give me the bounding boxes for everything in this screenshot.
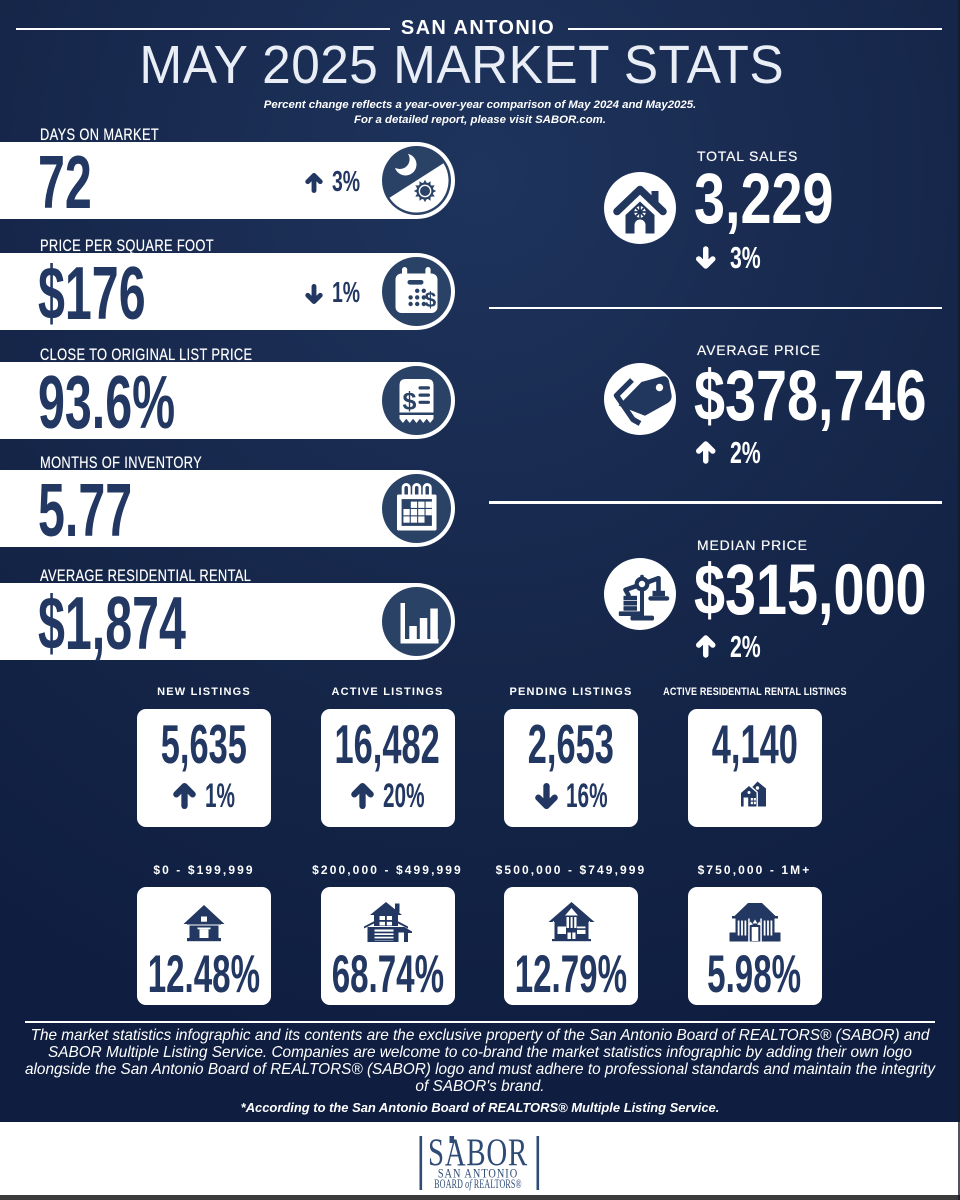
svg-text:SABOR: SABOR bbox=[428, 1131, 528, 1174]
svg-text:SAN ANTONIO: SAN ANTONIO bbox=[438, 1168, 518, 1181]
svg-text:$: $ bbox=[403, 388, 417, 416]
svg-text:BOARD of REALTORS®: BOARD of REALTORS® bbox=[434, 1178, 521, 1191]
svg-text:$: $ bbox=[425, 289, 437, 312]
